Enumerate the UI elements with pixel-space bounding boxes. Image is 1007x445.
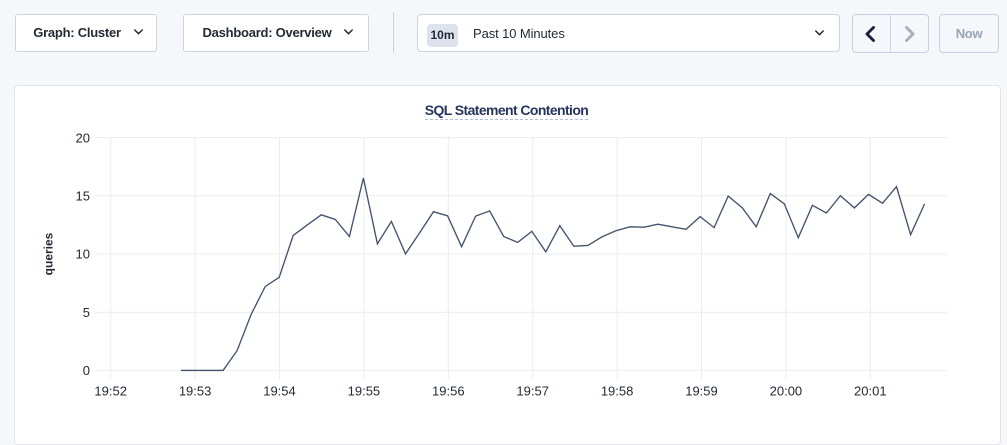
svg-text:19:57: 19:57 [516, 383, 549, 398]
svg-text:19:59: 19:59 [685, 383, 718, 398]
svg-text:10: 10 [76, 247, 90, 262]
svg-text:0: 0 [83, 363, 90, 378]
svg-text:19:54: 19:54 [263, 383, 296, 398]
svg-text:20:01: 20:01 [854, 383, 887, 398]
svg-text:19:53: 19:53 [179, 383, 212, 398]
svg-text:19:52: 19:52 [94, 383, 127, 398]
svg-text:5: 5 [83, 305, 90, 320]
svg-text:19:55: 19:55 [348, 383, 381, 398]
svg-text:20: 20 [76, 130, 90, 145]
svg-text:19:58: 19:58 [601, 383, 634, 398]
svg-text:15: 15 [76, 189, 90, 204]
svg-text:19:56: 19:56 [432, 383, 465, 398]
svg-text:20:00: 20:00 [770, 383, 803, 398]
svg-text:queries: queries [42, 232, 56, 275]
